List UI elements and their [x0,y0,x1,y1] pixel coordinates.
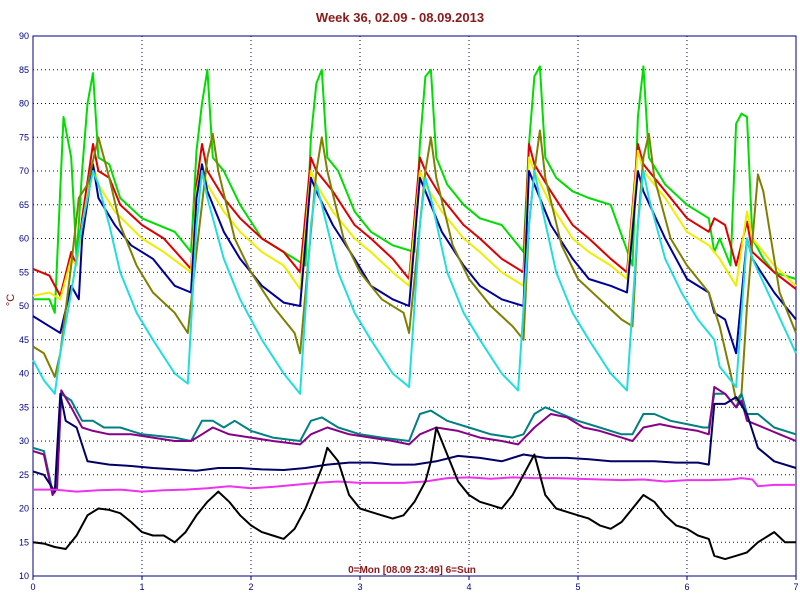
series-line-8 [32,386,797,496]
x-tick-label: 0 [30,582,35,592]
series-line-10 [33,476,796,493]
series-layer [32,65,797,561]
series-line-1 [33,65,797,314]
chart-title: Week 36, 02.09 - 08.09.2013 [316,10,484,25]
x-tick-label: 6 [684,582,689,592]
series-line-6 [32,170,797,395]
y-tick-label: 20 [19,504,29,514]
series-line-2 [32,143,797,297]
series-line-11 [32,426,796,561]
series-line-9 [32,392,797,493]
series-line-7 [32,392,797,493]
y-tick-label: 40 [19,369,29,379]
y-tick-label: 60 [19,234,29,244]
x-tick-label: 3 [357,582,362,592]
y-tick-label: 10 [19,571,29,581]
y-tick-label: 25 [19,470,29,480]
chart-footer: 0=Mon [08.09 23:49] 6=Sun [348,565,476,576]
x-tick-label: 5 [575,582,580,592]
x-tick-label: 2 [248,582,253,592]
y-tick-label: 15 [19,537,29,547]
x-tick-label: 1 [139,582,144,592]
y-tick-label: 55 [19,267,29,277]
series-line-4 [32,163,797,355]
y-axis-label: °C [5,294,17,306]
y-tick-label: 30 [19,436,29,446]
y-tick-label: 50 [19,301,29,311]
y-tick-label: 85 [19,65,29,75]
y-tick-label: 70 [19,166,29,176]
x-tick-label: 4 [466,582,471,592]
y-tick-label: 35 [19,402,29,412]
y-tick-label: 90 [19,31,29,41]
x-tick-label: 7 [793,582,798,592]
series-line-3 [32,149,797,301]
y-tick-label: 80 [19,99,29,109]
y-tick-label: 75 [19,132,29,142]
y-tick-label: 65 [19,200,29,210]
y-tick-label: 45 [19,335,29,345]
